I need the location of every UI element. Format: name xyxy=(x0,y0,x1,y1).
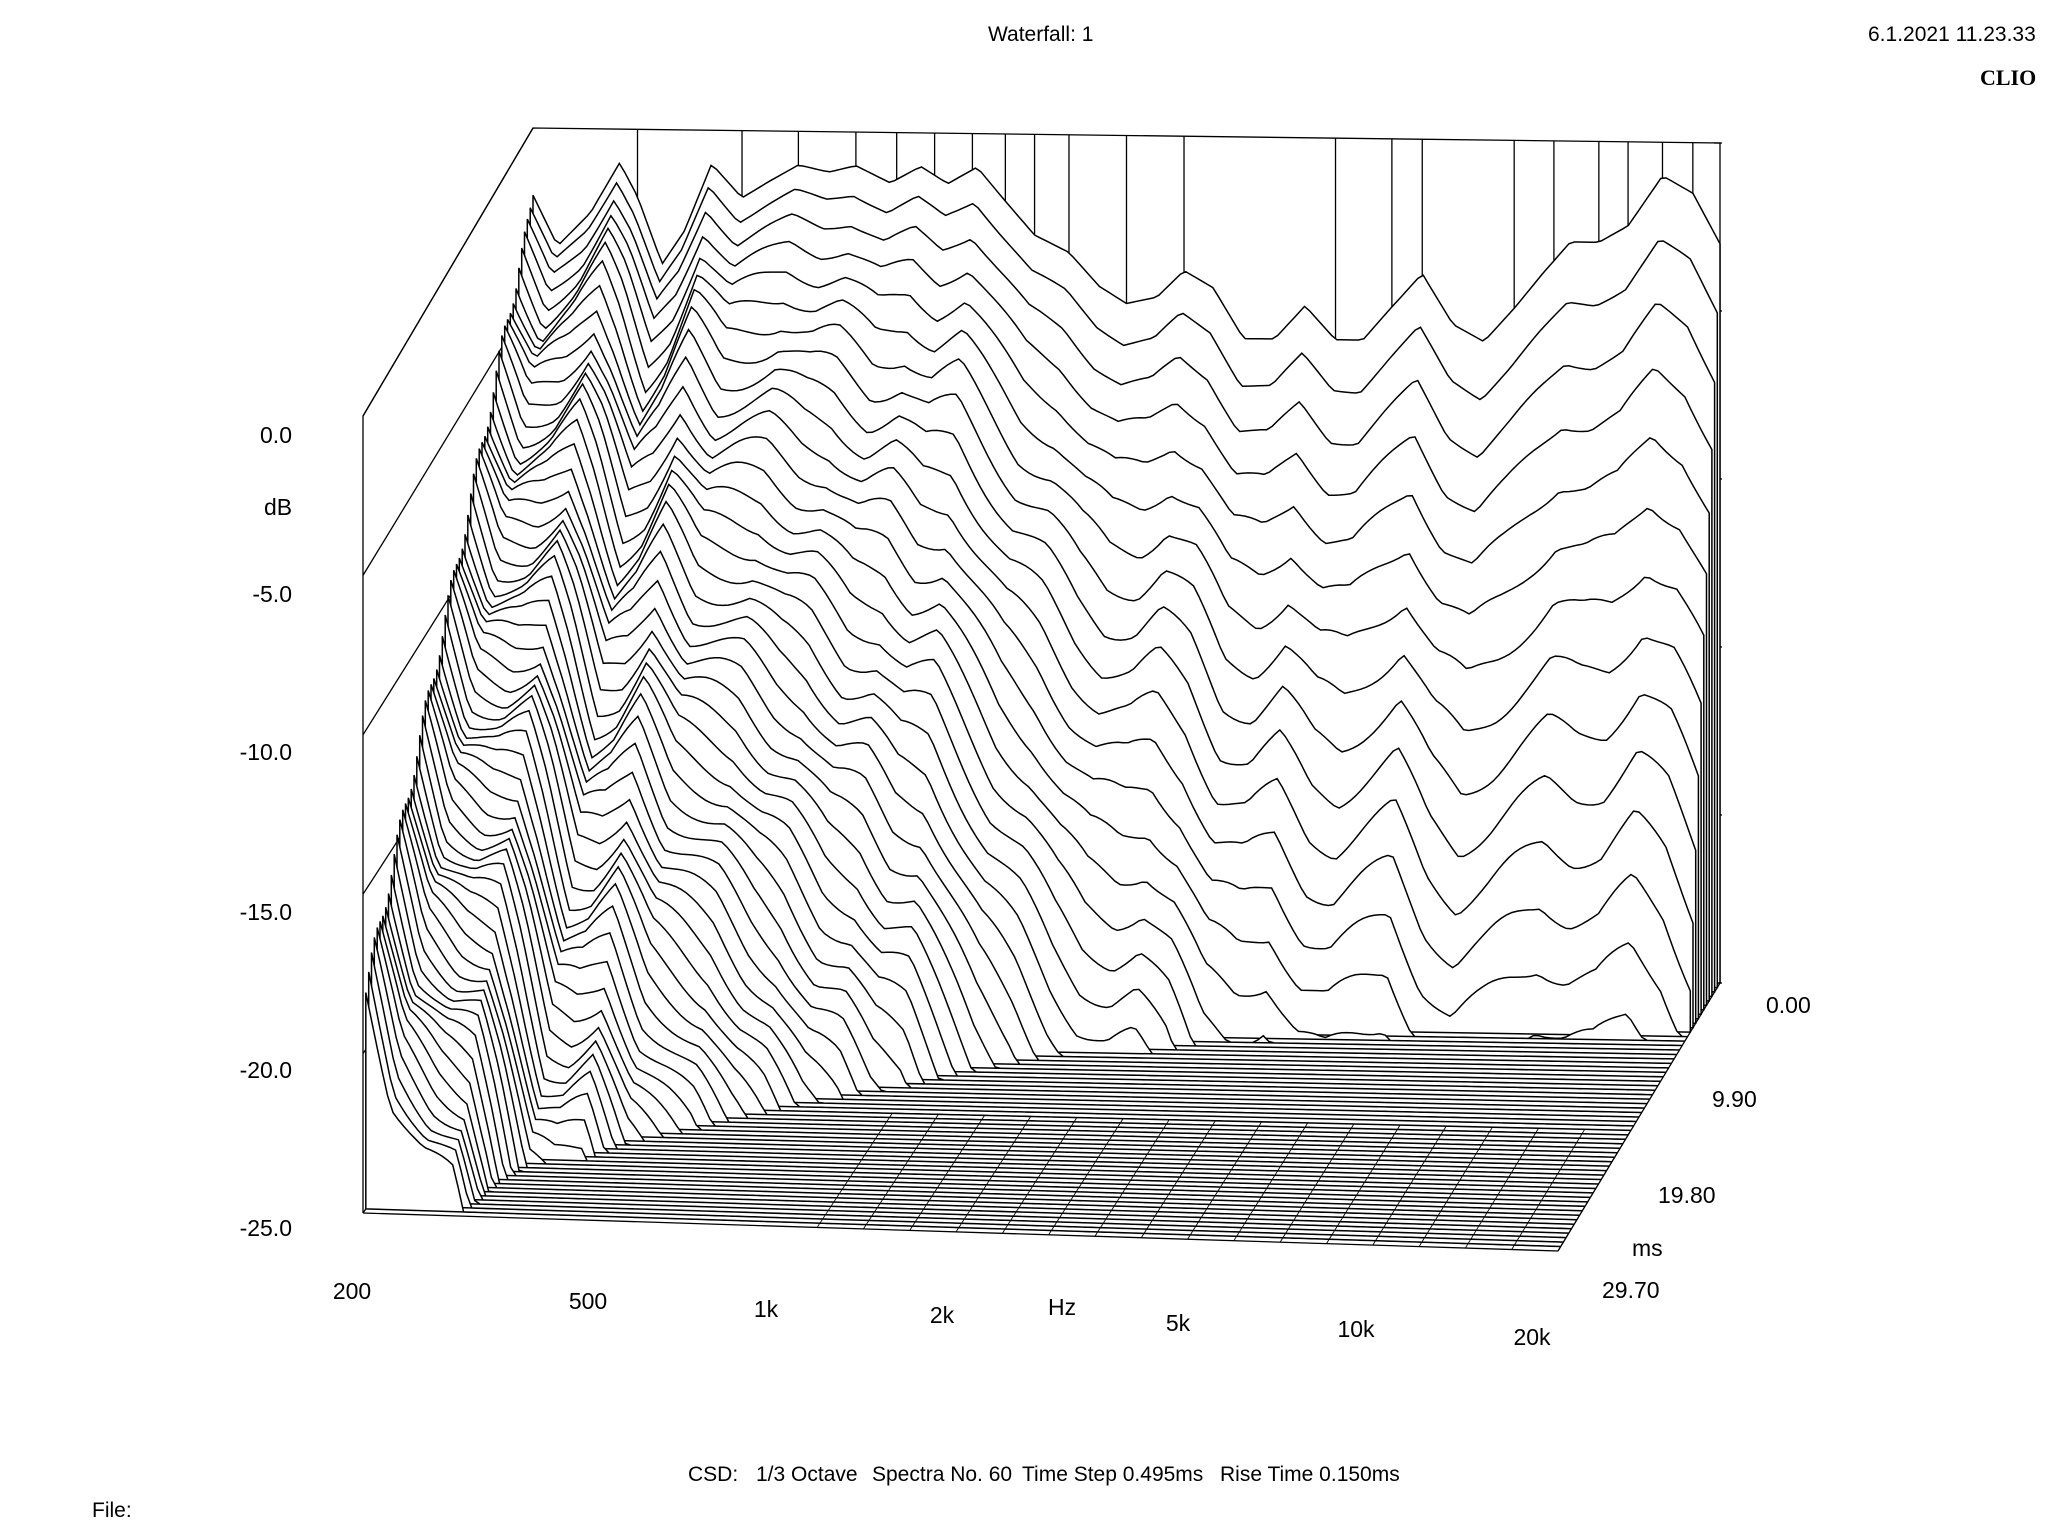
x-tick-label: 200 xyxy=(332,1278,372,1304)
z-tick-label: 9.90 xyxy=(1712,1086,1757,1112)
floor-gridline xyxy=(1326,1124,1401,1244)
spectrum-slice-52 xyxy=(384,907,1580,1217)
spectrum-slice-54 xyxy=(379,921,1575,1225)
floor-gridline xyxy=(1140,1120,1216,1238)
spectrum-slice-58 xyxy=(367,971,1564,1243)
x-axis-unit: Hz xyxy=(1048,1294,1077,1320)
x-tick-label: 500 xyxy=(568,1288,608,1314)
y-tick-label: -5.0 xyxy=(252,581,292,607)
y-tick-label: -15.0 xyxy=(239,899,292,925)
floor-gridline xyxy=(1418,1126,1493,1247)
spectrum-slice-49 xyxy=(393,854,1588,1203)
y-axis-unit: dB xyxy=(264,494,293,520)
floor-gridline xyxy=(1279,1123,1355,1243)
x-tick-label: 10k xyxy=(1337,1316,1375,1342)
floor-gridline xyxy=(1511,1129,1586,1250)
floor-gridline xyxy=(1048,1118,1124,1236)
floor-gridline xyxy=(1187,1121,1262,1240)
spectrum-slice-29 xyxy=(450,579,1642,1114)
csd-label: CSD: xyxy=(688,1463,739,1486)
left-wall-gridline xyxy=(362,127,534,417)
timestamp: 6.1.2021 11.23.33 xyxy=(1868,23,2036,46)
floor-gridline xyxy=(955,1116,1032,1233)
y-tick-label: 0.0 xyxy=(260,422,292,448)
spectra-count: Spectra No. 60 xyxy=(872,1463,1013,1486)
spectrum-slice-59 xyxy=(365,992,1561,1248)
floor-gridline xyxy=(816,1113,893,1228)
time-step: Time Step 0.495ms xyxy=(1022,1463,1204,1486)
rise-time: Rise Time 0.150ms xyxy=(1220,1463,1400,1486)
y-tick-label: -20.0 xyxy=(239,1057,292,1083)
spectra-series xyxy=(365,161,1721,1248)
y-tick-label: -25.0 xyxy=(239,1215,292,1241)
spectrum-slice-50 xyxy=(390,874,1586,1208)
front-baseline xyxy=(362,1212,1559,1252)
spectrum-slice-30 xyxy=(447,595,1640,1118)
octave-setting: 1/3 Octave xyxy=(756,1463,858,1486)
spectrum-slice-55 xyxy=(376,927,1572,1230)
z-axis-unit: ms xyxy=(1632,1235,1663,1261)
x-tick-label: 2k xyxy=(929,1302,955,1328)
floor-gridline xyxy=(1233,1122,1309,1241)
x-tick-label: 20k xyxy=(1513,1324,1551,1350)
z-tick-label: 0.00 xyxy=(1766,992,1811,1018)
floor-gridline xyxy=(1001,1117,1078,1234)
floor-gridline xyxy=(863,1114,939,1230)
spectrum-slice-53 xyxy=(382,915,1577,1221)
floor-gridline xyxy=(1465,1128,1539,1249)
x-tick-label: 1k xyxy=(753,1296,779,1322)
floor-gridline xyxy=(909,1115,985,1231)
x-tick-label: 5k xyxy=(1165,1310,1191,1336)
floor-gridline xyxy=(1557,1130,1632,1252)
y-tick-label: -10.0 xyxy=(239,739,292,765)
z-tick-label: 29.70 xyxy=(1602,1277,1660,1303)
spectrum-slice-56 xyxy=(373,937,1569,1234)
chart-title: Waterfall: 1 xyxy=(988,23,1094,46)
file-label: File: xyxy=(92,1499,132,1522)
spectrum-slice-57 xyxy=(370,952,1567,1239)
spectrum-slice-51 xyxy=(387,893,1583,1212)
plot-floor-grid xyxy=(816,1113,1632,1252)
clio-brand-logo: CLIO xyxy=(1980,65,2037,90)
z-tick-label: 19.80 xyxy=(1658,1182,1716,1208)
floor-gridline xyxy=(1372,1125,1447,1246)
floor-gridline xyxy=(1094,1119,1170,1237)
